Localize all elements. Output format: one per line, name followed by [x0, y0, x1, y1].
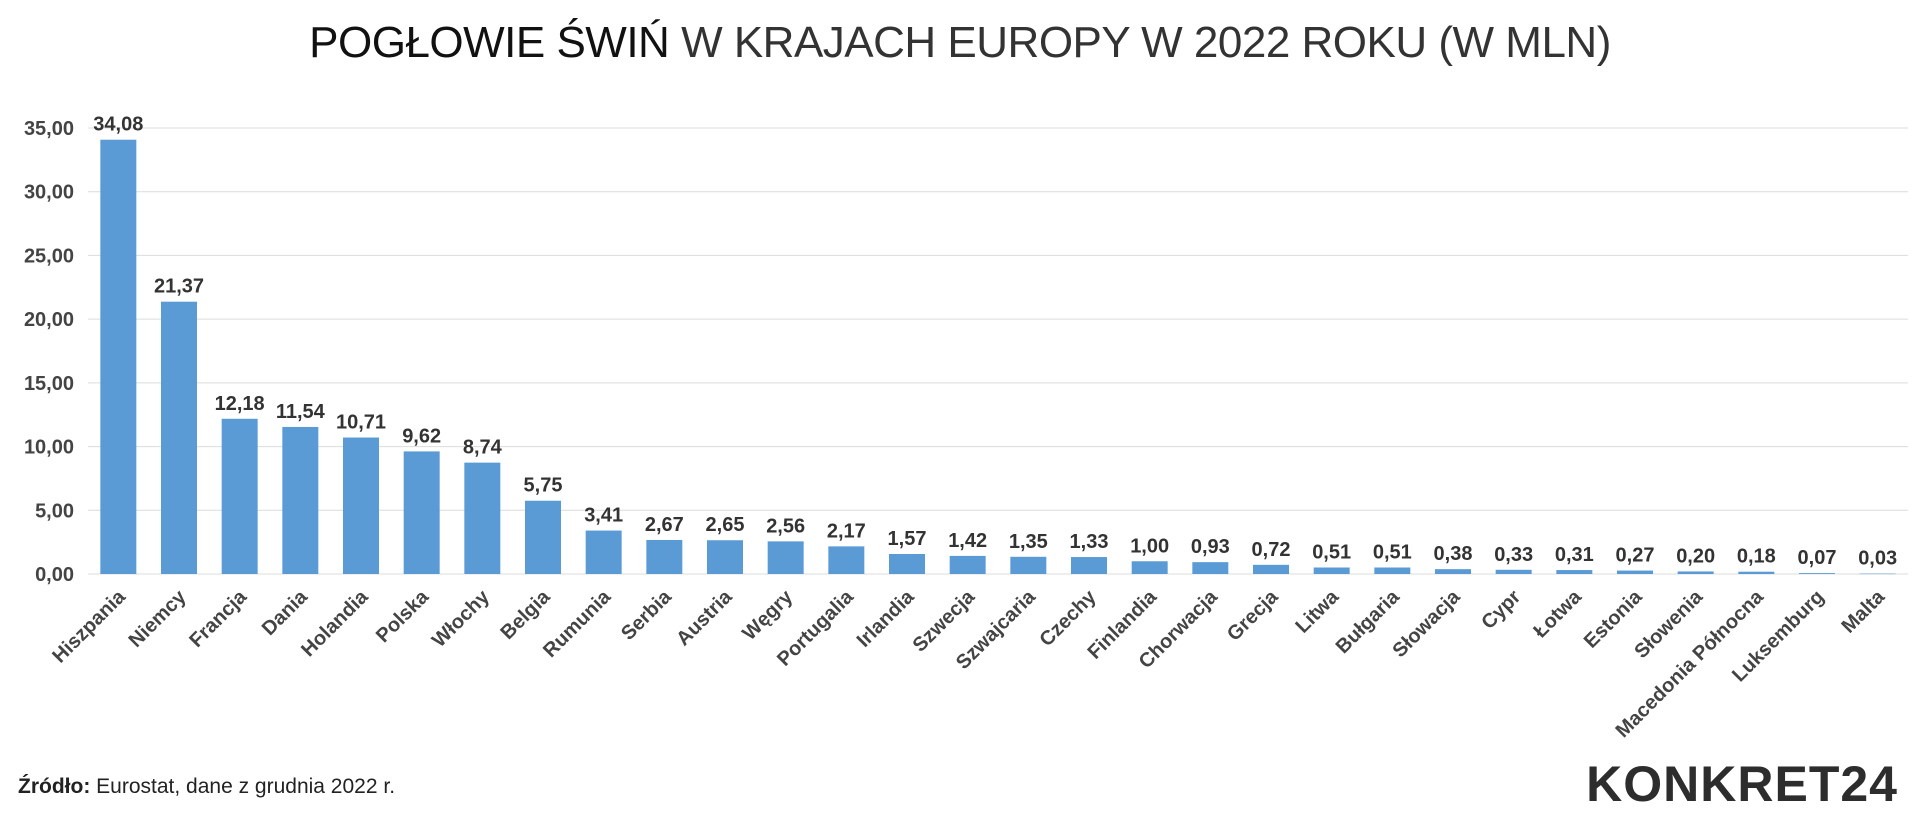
source-text: Eurostat, dane z grudnia 2022 r. [96, 775, 396, 798]
bar [1556, 570, 1593, 574]
x-tick-label: Francja [185, 585, 251, 651]
y-tick-label: 15,00 [24, 373, 74, 395]
data-label: 10,71 [336, 412, 386, 434]
bar [1617, 570, 1653, 574]
y-tick-label: 10,00 [24, 437, 74, 459]
x-tick-label: Litwa [1291, 585, 1343, 637]
x-tick-label: Cypr [1477, 586, 1525, 634]
gridlines [88, 127, 1908, 575]
data-label: 1,42 [948, 530, 987, 552]
bar [1799, 573, 1835, 574]
bar [1071, 557, 1107, 574]
x-tick-label: Holandia [297, 585, 373, 661]
bar [100, 139, 137, 574]
bar [221, 418, 258, 574]
x-tick-label: Łotwa [1529, 585, 1586, 642]
bar [525, 500, 561, 574]
bar [1738, 571, 1775, 574]
data-label: 34,08 [93, 114, 143, 136]
x-tick-label: Polska [372, 585, 434, 647]
bar [403, 451, 440, 574]
x-tick-label: Dania [258, 585, 313, 640]
bar [585, 530, 622, 574]
x-tick-label: Belgia [497, 585, 556, 644]
y-tick-label: 30,00 [24, 182, 74, 204]
data-label: 1,35 [1009, 531, 1048, 553]
bar [767, 541, 804, 574]
title-bold: POGŁOWIE ŚWIŃ [309, 18, 670, 67]
data-label: 0,33 [1494, 544, 1533, 566]
data-label: 2,56 [766, 515, 805, 537]
data-label: 0,38 [1434, 543, 1473, 565]
bar [1192, 562, 1229, 574]
data-label: 5,75 [524, 475, 563, 497]
data-label: 0,18 [1737, 546, 1776, 568]
bar [1010, 556, 1047, 574]
data-label: 21,37 [154, 276, 204, 298]
data-label: 8,74 [463, 437, 503, 459]
bar [1131, 561, 1168, 574]
data-labels: 34,08 21,37 12,18 11,54 10,71 9,62 8,74 5,75 3,4… [93, 114, 1897, 570]
x-tick-label: Austria [672, 585, 737, 650]
data-label: 0,51 [1373, 542, 1412, 564]
data-label: 9,62 [402, 425, 441, 447]
bar [949, 555, 986, 574]
data-label: 11,54 [276, 401, 326, 423]
source-label: Źródło: [18, 775, 91, 798]
data-label: 3,41 [584, 505, 623, 527]
bar [1495, 569, 1532, 574]
data-label: 0,31 [1555, 544, 1594, 566]
y-tick-label: 20,00 [24, 309, 74, 331]
x-tick-label: Włochy [428, 585, 494, 651]
data-label: 0,03 [1858, 548, 1897, 570]
y-tick-label: 25,00 [24, 245, 74, 267]
source-note: Źródło: Eurostat, dane z grudnia 2022 r. [18, 775, 395, 799]
bar [343, 437, 379, 574]
bar [161, 301, 197, 574]
bar [1313, 567, 1350, 574]
brand-logo: KONKRET24 [1586, 756, 1898, 812]
y-tick-label: 5,00 [35, 500, 74, 522]
bars [100, 139, 1896, 575]
y-axis-ticks: 0,00 5,00 10,00 15,00 20,00 25,00 30,00 35,00 [24, 118, 74, 586]
bar [1677, 571, 1714, 574]
x-tick-label: Serbia [617, 585, 676, 644]
x-tick-label: Rumunia [539, 585, 616, 662]
data-label: 2,67 [645, 514, 684, 536]
y-tick-label: 0,00 [35, 564, 74, 586]
x-tick-label: Słowacja [1388, 585, 1465, 662]
data-label: 1,33 [1070, 531, 1109, 553]
title-rest: W KRAJACH EUROPY W 2022 ROKU (W MLN) [681, 18, 1611, 67]
data-label: 0,51 [1312, 542, 1351, 564]
data-label: 0,07 [1798, 547, 1837, 569]
bar [889, 553, 925, 574]
data-label: 0,93 [1191, 536, 1230, 558]
x-tick-label: Hiszpania [48, 585, 130, 667]
data-label: 12,18 [215, 393, 265, 415]
bar [1374, 567, 1411, 574]
bar [646, 539, 683, 574]
data-label: 0,27 [1616, 545, 1655, 567]
bar [707, 540, 743, 574]
bar [1435, 569, 1471, 574]
data-label: 0,72 [1252, 539, 1291, 561]
data-label: 2,17 [827, 520, 866, 542]
x-tick-label: Grecja [1223, 585, 1283, 645]
y-tick-label: 35,00 [24, 118, 74, 140]
data-label: 1,57 [888, 528, 927, 550]
chart-title: POGŁOWIE ŚWIŃ W KRAJACH EUROPY W 2022 RO… [0, 18, 1920, 68]
bar [282, 426, 319, 574]
data-label: 1,00 [1130, 535, 1169, 557]
bar [464, 462, 501, 574]
data-label: 2,65 [706, 514, 745, 536]
x-tick-label: Niemcy [125, 585, 191, 651]
x-tick-label: Malta [1837, 585, 1889, 637]
bar [1859, 573, 1896, 575]
data-label: 0,20 [1676, 545, 1715, 567]
bar [1253, 564, 1289, 574]
x-tick-label: Węgry [738, 585, 797, 644]
bar [828, 546, 865, 574]
